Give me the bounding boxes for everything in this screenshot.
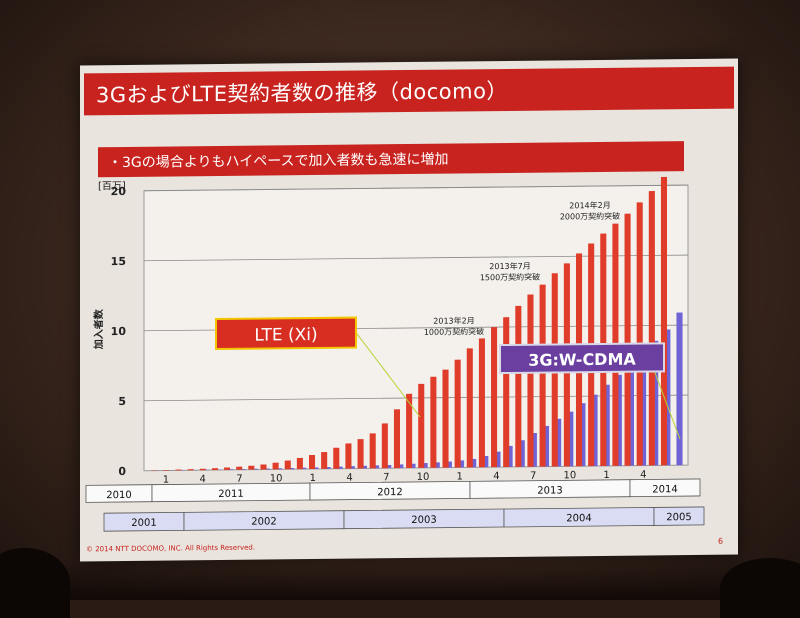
lte-bar [358,439,364,468]
lte-bar [333,448,339,469]
lte-bar [273,463,279,470]
lte-bar [637,202,643,465]
wcdma-legend-label: 3G:W-CDMA [528,350,636,370]
lte-bar [163,470,169,471]
lte-bar [491,327,497,467]
y-tick-label: 15 [111,255,126,268]
lte-year-label: 2011 [218,489,243,500]
lte-bar [321,452,327,469]
x-tick-label: 1 [163,475,169,486]
audience-shadow [0,560,800,600]
lte-bar [285,461,291,470]
x-tick-label: 1 [310,473,316,484]
lte-bar [479,338,485,467]
x-tick-label: 4 [640,470,646,481]
x-tick-label: 4 [493,471,499,482]
x-tick-label: 7 [383,472,389,483]
lte-bar [625,214,631,466]
lte-bar [515,306,521,467]
lte-bar [260,464,266,469]
wcdma-bar [676,313,682,466]
lte-year-label: 2012 [377,487,402,498]
milestone-annotation: 2013年2月 [433,315,474,325]
lte-year-label: 2014 [652,484,677,495]
lte-bar [394,409,400,468]
lte-bar [382,423,388,468]
milestone-annotation: 2014年2月 [569,200,610,210]
wcdma-year-label: 2002 [251,516,276,527]
lte-bar [503,317,509,467]
x-tick-label: 7 [236,474,242,485]
y-axis-label: 加入者数 [92,308,105,350]
wcdma-year-label: 2003 [411,515,436,526]
lte-bar [200,469,206,470]
y-tick-label: 5 [118,395,126,408]
lte-bar [248,466,254,470]
lte-bar [212,468,218,470]
x-tick-label: 10 [270,473,283,484]
lte-bar [309,455,315,469]
wcdma-year-label: 2004 [566,513,591,524]
lte-bar [188,469,194,470]
lte-year-label: 2013 [537,485,562,496]
lte-bar [370,433,376,468]
milestone-annotation: 2000万契約突破 [560,211,620,222]
milestone-annotation: 2013年7月 [489,261,530,271]
lte-bar [224,467,230,469]
x-tick-label: 1 [603,470,609,481]
presentation-slide: 3GおよびLTE契約者数の推移（docomo） ・3Gの場合よりもハイペースで加… [80,59,738,562]
x-tick-label: 7 [530,471,536,482]
lte-bar [430,377,436,468]
y-unit-label: [百万] [98,180,126,192]
x-tick-label: 10 [563,470,576,481]
milestone-annotation: 1500万契約突破 [480,272,540,283]
lte-year-label: 2010 [106,490,131,501]
wcdma-year-label: 2001 [131,518,156,529]
lte-bar [175,470,181,471]
lte-bar [467,348,473,467]
wcdma-year-label: 2005 [666,512,691,523]
page-number: 6 [718,537,723,546]
y-tick-label: 10 [111,325,127,338]
milestone-annotation: 1000万契約突破 [424,326,484,337]
x-tick-label: 4 [200,474,206,485]
x-tick-label: 10 [417,472,430,483]
x-tick-label: 1 [457,471,463,482]
lte-bar [418,384,424,468]
y-tick-label: 0 [118,465,126,478]
lte-legend-label: LTE (Xi) [254,325,317,346]
lte-bar [649,191,655,465]
lte-bar [540,285,546,467]
lte-bar [527,294,533,466]
lte-bar [345,443,351,468]
x-tick-label: 4 [346,473,352,484]
lte-bar [661,177,667,465]
audience-head-right [720,558,800,618]
lte-bar [455,360,461,468]
lte-bar [442,370,448,468]
lte-bar [297,458,303,469]
lte-bar [236,467,242,470]
